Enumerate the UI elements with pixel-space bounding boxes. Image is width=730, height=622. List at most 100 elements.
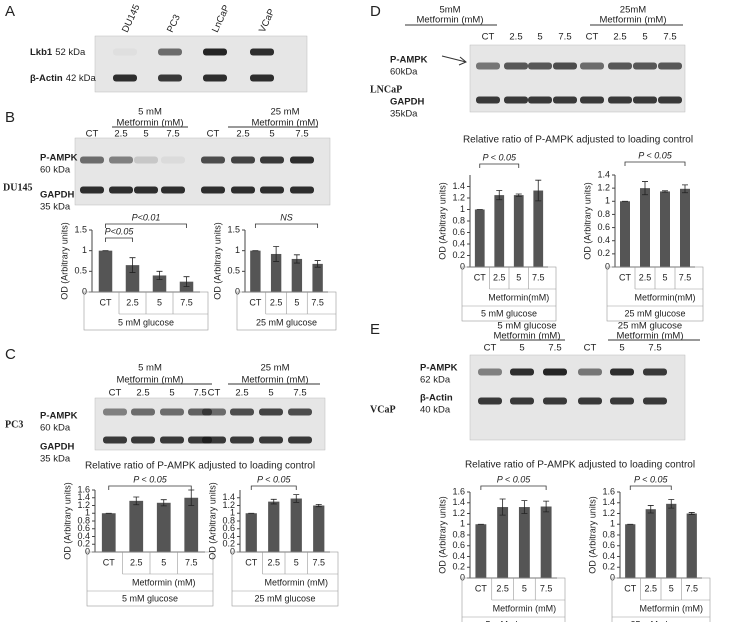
band <box>134 186 158 194</box>
lane-label: 7.5 <box>166 129 179 140</box>
group-drug: Metformin (mM) <box>241 375 308 386</box>
y-tick-label: 0 <box>460 261 465 271</box>
label-frame <box>236 291 337 331</box>
error-line <box>156 270 163 280</box>
significance-label: P < 0.05 <box>483 152 517 162</box>
bar <box>184 497 199 552</box>
bar <box>290 498 302 552</box>
y-tick-label: 0.6 <box>452 227 465 237</box>
protein: Lkb1 <box>30 47 53 58</box>
lane-label: CT <box>207 129 220 140</box>
band <box>80 156 104 164</box>
band <box>161 186 185 194</box>
label-frame <box>461 577 566 622</box>
lane-label: CT <box>586 32 599 43</box>
y-tick-label: 0.2 <box>77 539 90 549</box>
y-axis-label: OD (Arbitrary units) <box>59 222 69 300</box>
x-tick-label: 5 <box>662 272 667 282</box>
band <box>203 48 227 56</box>
group-concentration: 5 mM glucose <box>497 321 556 332</box>
band <box>113 74 137 82</box>
y-axis-label: OD (Arbitrary units) <box>587 496 597 574</box>
band <box>608 62 632 70</box>
y-tick-label: 1.4 <box>602 497 615 507</box>
band <box>161 156 185 164</box>
group-label: 25 mM glucose <box>254 593 315 603</box>
band <box>260 186 284 194</box>
size: 35 kDa <box>40 454 71 465</box>
y-tick-label: 0 <box>605 261 610 271</box>
lane-label: CT <box>208 388 221 399</box>
y-tick-label: 1.6 <box>77 484 90 494</box>
label-frame <box>611 577 711 622</box>
group-label: 5 mM glucose <box>481 308 537 318</box>
x-tick-label: CT <box>619 272 631 282</box>
x-tick-label: 2.5 <box>639 272 652 282</box>
x-tick-label: 5 <box>294 297 299 307</box>
group-concentration: 25 mM glucose <box>618 321 682 332</box>
y-tick-label: 0 <box>82 286 87 296</box>
protein: β-Actin <box>30 73 63 84</box>
group-concentration: 25 mM <box>270 107 299 118</box>
band <box>230 436 254 444</box>
y-axis-label: OD (Arbitrary units) <box>437 182 447 260</box>
protein: P-AMPK <box>390 55 428 66</box>
band <box>553 62 577 70</box>
band <box>259 408 283 416</box>
blot <box>94 35 308 93</box>
x-tick-label: 5 <box>157 297 162 307</box>
group-drug: Metformin (mM) <box>616 331 683 342</box>
y-tick-label: 0.2 <box>597 248 610 258</box>
significance-bracket <box>250 485 297 490</box>
significance-bracket <box>479 163 520 168</box>
bar <box>680 188 690 267</box>
significance-label: P<0.05 <box>105 226 135 236</box>
error-bar <box>133 496 140 506</box>
band <box>250 48 274 56</box>
bar <box>313 505 325 552</box>
significance-bracket <box>108 485 192 490</box>
panel-label: B <box>5 109 15 126</box>
y-tick-label: 0 <box>610 572 615 582</box>
error-line <box>293 254 300 264</box>
band <box>160 436 184 444</box>
significance-label: NS <box>280 212 293 222</box>
band <box>290 186 314 194</box>
band <box>543 397 567 405</box>
bar <box>101 513 116 552</box>
significance-label: P < 0.05 <box>497 474 531 484</box>
band <box>158 74 182 82</box>
y-tick-label: 0.8 <box>77 515 90 525</box>
y-tick-label: 1.2 <box>222 500 235 510</box>
bar <box>312 263 323 292</box>
bar <box>98 250 113 292</box>
bar <box>533 190 544 267</box>
bar <box>125 265 140 292</box>
error-bar <box>129 257 136 273</box>
y-tick-label: 0.6 <box>222 523 235 533</box>
protein: P-AMPK <box>40 153 78 164</box>
x-tick-label: 7.5 <box>180 297 193 307</box>
x-axis-label: Metformin (mM) <box>493 603 557 613</box>
panel-label: A <box>5 3 15 20</box>
panel-label: E <box>370 321 380 338</box>
lane-label: CT <box>86 129 99 140</box>
band <box>504 96 528 104</box>
lane-label: PC3 <box>165 13 183 34</box>
band <box>290 156 314 164</box>
y-tick-label: 1.4 <box>452 181 465 191</box>
band <box>260 156 284 164</box>
group-label: 25 mM glucose <box>630 619 691 622</box>
group-concentration: 5 mM <box>138 363 162 374</box>
subtitle: Relative ratio of P-AMPK adjusted to loa… <box>85 461 315 472</box>
band <box>610 397 634 405</box>
y-tick-label: 0.4 <box>602 551 615 561</box>
error-bar <box>496 190 503 201</box>
size: 60kDa <box>390 67 418 78</box>
significance-bracket <box>105 223 187 228</box>
bar <box>518 507 530 578</box>
x-tick-label: 2.5 <box>496 583 509 593</box>
cell-line: PC3 <box>5 419 23 430</box>
bar <box>513 195 524 267</box>
group-concentration: 25mM <box>620 5 646 16</box>
